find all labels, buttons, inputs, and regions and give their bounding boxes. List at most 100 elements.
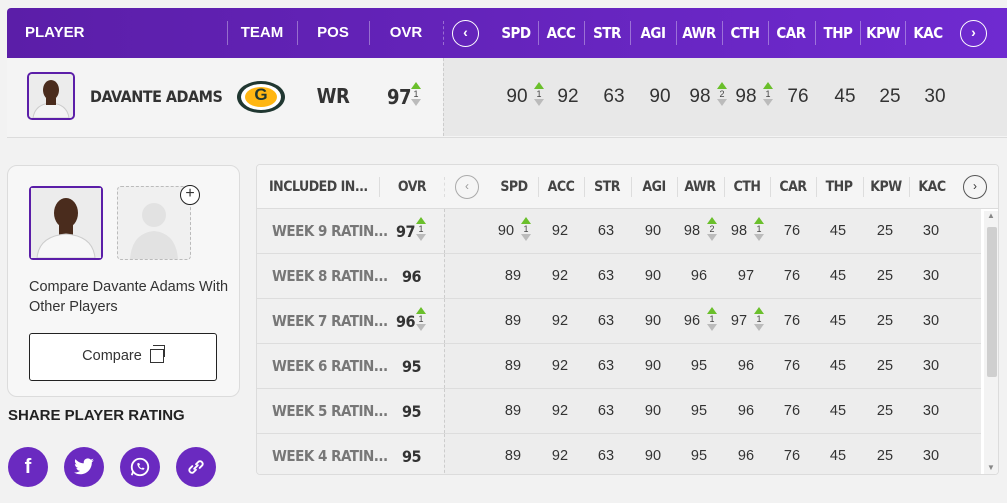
stat-value: 30	[924, 86, 946, 107]
row-label[interactable]: WEEK 8 RATIN...	[272, 267, 388, 285]
stat-value: 96	[737, 448, 755, 464]
table-row[interactable]: WEEK 8 RATIN... 96 89 92 63 90 96 97 76 45 25 30	[257, 254, 981, 299]
up-arrow-icon	[416, 307, 426, 314]
facebook-icon[interactable]: f	[8, 447, 48, 487]
col-kpw[interactable]: KPW	[866, 24, 900, 42]
divider	[584, 177, 585, 197]
stat-value: 25	[876, 268, 894, 284]
divider	[538, 177, 539, 197]
link-icon[interactable]	[176, 447, 216, 487]
col-team[interactable]: TEAM	[240, 24, 284, 41]
col-awr[interactable]: AWR	[682, 24, 716, 42]
divider	[297, 21, 298, 45]
change-amount: 1	[418, 314, 424, 324]
rating-change-indicator: 2	[706, 217, 718, 241]
stat-value: 90	[644, 403, 662, 419]
compare-button[interactable]: Compare	[29, 333, 217, 381]
col-kac[interactable]: KAC	[918, 179, 946, 195]
col-str[interactable]: STR	[594, 179, 620, 195]
change-amount: 1	[756, 314, 762, 324]
down-arrow-icon	[717, 99, 727, 106]
col-kpw[interactable]: KPW	[870, 179, 902, 195]
stat-value: 45	[829, 223, 847, 239]
stat-value: 76	[787, 86, 809, 107]
col-spd[interactable]: SPD	[500, 179, 528, 195]
row-label[interactable]: WEEK 5 RATIN...	[272, 402, 388, 420]
col-kac[interactable]: KAC	[913, 24, 943, 42]
col-cth[interactable]: CTH	[730, 24, 760, 42]
rating-change-indicator: 2	[716, 82, 728, 106]
col-included[interactable]: INCLUDED IN...	[269, 179, 368, 195]
scrollbar-thumb[interactable]	[987, 227, 997, 377]
compare-icon	[149, 345, 165, 363]
stat-value: 96	[690, 268, 708, 284]
twitter-icon[interactable]	[64, 447, 104, 487]
stat-value: 90	[649, 86, 671, 107]
whatsapp-icon[interactable]	[120, 447, 160, 487]
col-cth[interactable]: CTH	[733, 179, 761, 195]
change-amount: 2	[719, 89, 725, 99]
player-row: DAVANTE ADAMS G WR 97 1 90 1 92 63 90 98 2 98 1 7…	[7, 58, 1007, 138]
down-arrow-icon	[521, 234, 531, 241]
stats-area	[444, 299, 981, 343]
down-arrow-icon	[754, 234, 764, 241]
compare-card: + Compare Davante Adams With Other Playe…	[7, 165, 240, 397]
player-avatar[interactable]	[27, 72, 75, 120]
col-str[interactable]: STR	[593, 24, 621, 42]
scroll-left-button[interactable]: ‹	[452, 20, 479, 47]
table-row[interactable]: WEEK 5 RATIN... 95 89 92 63 90 95 96 76 45 25 30	[257, 389, 981, 434]
col-ovr[interactable]: OVR	[389, 24, 423, 41]
row-label[interactable]: WEEK 4 RATIN...	[272, 447, 388, 465]
row-ovr: 97	[396, 222, 416, 241]
divider	[584, 21, 585, 45]
col-agi[interactable]: AGI	[642, 179, 666, 195]
scroll-up-icon[interactable]: ▲	[987, 211, 995, 220]
col-spd[interactable]: SPD	[501, 24, 531, 42]
divider	[815, 21, 816, 45]
divider	[768, 21, 769, 45]
stat-value: 30	[922, 223, 940, 239]
table-row[interactable]: WEEK 6 RATIN... 95 89 92 63 90 95 96 76 45 25 30	[257, 344, 981, 389]
table-row[interactable]: WEEK 4 RATIN... 95 89 92 63 90 95 96 76 45 25 30	[257, 434, 981, 474]
row-label[interactable]: WEEK 9 RATIN...	[272, 222, 388, 240]
row-label[interactable]: WEEK 6 RATIN...	[272, 357, 388, 375]
divider	[444, 177, 445, 197]
scroll-down-icon[interactable]: ▼	[987, 463, 995, 472]
row-ovr: 95	[402, 402, 422, 421]
col-thp[interactable]: THP	[825, 179, 853, 195]
row-ovr: 96	[396, 312, 416, 331]
stat-value: 97	[737, 268, 755, 284]
col-awr[interactable]: AWR	[684, 179, 716, 195]
table-row[interactable]: WEEK 9 RATIN... 97 1 90 1 92 63 90 98 2 98 1 76 45 25 3…	[257, 209, 981, 254]
col-pos[interactable]: POS	[317, 24, 349, 41]
col-acc[interactable]: ACC	[546, 24, 576, 42]
table-row[interactable]: WEEK 7 RATIN... 96 1 89 92 63 90 96 1 97 1 76 45 25 30	[257, 299, 981, 344]
rating-change-indicator: 1	[415, 307, 427, 331]
add-player-icon[interactable]: +	[180, 185, 200, 205]
stat-value: 89	[504, 268, 522, 284]
scroll-right-button[interactable]: ›	[963, 175, 987, 199]
table-scrollbar[interactable]: ▲ ▼	[984, 211, 998, 474]
col-acc[interactable]: ACC	[547, 179, 575, 195]
stat-value: 92	[551, 223, 569, 239]
team-logo: G	[237, 81, 285, 113]
down-arrow-icon	[534, 99, 544, 106]
col-car[interactable]: CAR	[776, 24, 806, 42]
scroll-right-button[interactable]: ›	[960, 20, 987, 47]
col-player[interactable]: PLAYER	[25, 24, 85, 41]
stats-area	[444, 434, 981, 474]
row-label[interactable]: WEEK 7 RATIN...	[272, 312, 388, 330]
empty-compare-slot[interactable]	[117, 186, 191, 260]
player-card-slot[interactable]	[29, 186, 103, 260]
col-car[interactable]: CAR	[779, 179, 807, 195]
stat-value: 45	[834, 86, 856, 107]
col-thp[interactable]: THP	[823, 24, 853, 42]
scroll-left-button[interactable]: ‹	[455, 175, 479, 199]
player-name[interactable]: DAVANTE ADAMS	[90, 87, 223, 106]
row-ovr: 96	[402, 267, 422, 286]
col-ovr[interactable]: OVR	[397, 179, 427, 195]
stats-area	[444, 389, 981, 433]
divider	[677, 177, 678, 197]
col-agi[interactable]: AGI	[640, 24, 666, 42]
stat-value: 30	[922, 403, 940, 419]
